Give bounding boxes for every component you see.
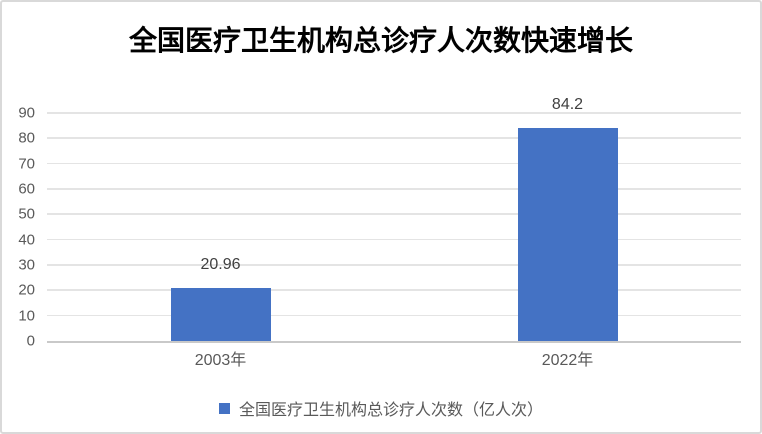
y-axis-tick-label: 30 (18, 256, 35, 274)
gridline-y-20 (47, 289, 741, 291)
plot-area: 0 10 20 30 40 50 60 70 80 90 20.96 2003年 84.2 2022年 (18, 96, 741, 369)
gridline-y-90 (47, 112, 741, 114)
legend-label: 全国医疗卫生机构总诊疗人次数（亿人次） (238, 402, 543, 419)
gridline-y-80 (47, 137, 741, 139)
data-label: 84.2 (551, 95, 584, 113)
x-axis-category-label: 2003年 (194, 352, 247, 369)
y-axis-tick-label: 70 (18, 155, 35, 173)
y-axis-tick-label: 10 (18, 307, 35, 325)
legend-swatch-icon (218, 402, 230, 414)
y-axis-tick-label: 40 (18, 231, 35, 249)
gridline-y-30 (47, 264, 741, 266)
y-axis-tick-label: 90 (18, 104, 35, 122)
gridline-y-10 (47, 314, 741, 317)
legend: 全国医疗卫生机构总诊疗人次数（亿人次） (2, 396, 760, 420)
gridline-y-50 (47, 213, 741, 215)
y-axis-tick-label: 50 (18, 205, 35, 223)
bar-2003年 (170, 287, 271, 341)
bar-2022年 (517, 127, 618, 341)
data-label: 20.96 (200, 255, 241, 273)
y-axis-tick-label: 20 (18, 281, 35, 299)
gridline-y-40 (47, 238, 741, 241)
gridline-y-0 (47, 341, 741, 343)
chart-title: 全国医疗卫生机构总诊疗人次数快速增长 (128, 25, 633, 56)
gridline-y-60 (47, 188, 741, 190)
y-axis-tick-label: 0 (26, 332, 35, 350)
x-axis-category-label: 2022年 (541, 352, 594, 369)
y-axis-tick-label: 80 (18, 129, 35, 147)
gridline-y-70 (47, 162, 741, 165)
y-axis-tick-label: 60 (18, 180, 35, 198)
